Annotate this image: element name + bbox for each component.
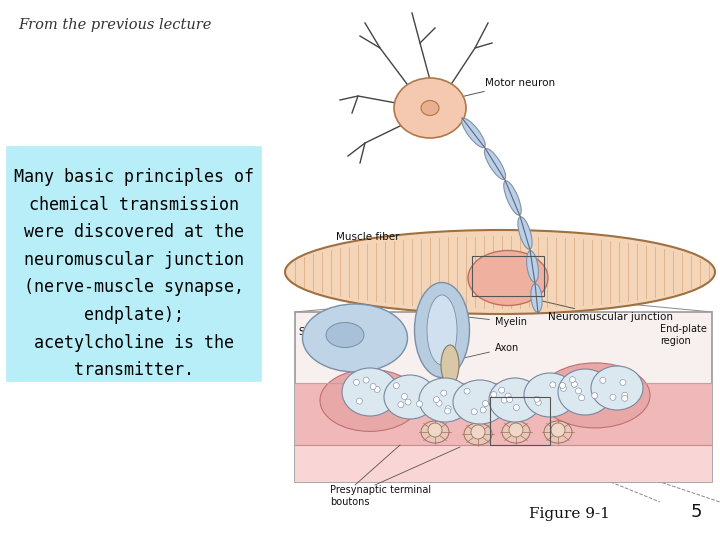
Circle shape [622, 395, 628, 401]
Ellipse shape [421, 100, 439, 116]
Bar [472, 256, 544, 296]
Text: Neuromuscular junction: Neuromuscular junction [510, 294, 673, 322]
Circle shape [592, 393, 598, 399]
Circle shape [560, 386, 567, 392]
Circle shape [550, 382, 556, 388]
Text: Presynaptic terminal
boutons: Presynaptic terminal boutons [330, 485, 431, 507]
Circle shape [505, 393, 511, 399]
Bar [6, 146, 261, 381]
Circle shape [354, 379, 359, 386]
Bar [490, 397, 550, 445]
Text: From the previous lecture: From the previous lecture [18, 18, 212, 32]
Circle shape [398, 402, 404, 408]
Circle shape [610, 394, 616, 400]
Bar [295, 444, 712, 482]
Circle shape [405, 399, 411, 405]
Ellipse shape [462, 118, 485, 147]
Circle shape [491, 392, 497, 397]
Ellipse shape [468, 251, 548, 306]
Text: endplate);: endplate); [84, 306, 184, 324]
Ellipse shape [453, 380, 507, 424]
Ellipse shape [526, 251, 539, 282]
Circle shape [393, 383, 400, 389]
Ellipse shape [489, 378, 541, 422]
Ellipse shape [419, 378, 471, 422]
Text: acetylcholine is the: acetylcholine is the [34, 334, 233, 352]
Ellipse shape [558, 369, 612, 415]
Circle shape [513, 404, 519, 410]
Text: chemical transmission: chemical transmission [29, 195, 238, 213]
Circle shape [579, 395, 585, 401]
Circle shape [416, 401, 423, 407]
Circle shape [501, 397, 507, 403]
Ellipse shape [544, 421, 572, 443]
Circle shape [402, 394, 408, 400]
Ellipse shape [471, 425, 485, 439]
Ellipse shape [394, 78, 466, 138]
Ellipse shape [326, 322, 364, 348]
Ellipse shape [428, 423, 442, 437]
Text: Schwann cell sheath: Schwann cell sheath [299, 327, 400, 337]
Circle shape [436, 400, 442, 406]
Circle shape [374, 387, 380, 393]
Text: Axon: Axon [458, 343, 519, 360]
Ellipse shape [421, 421, 449, 443]
Ellipse shape [540, 363, 650, 428]
Circle shape [433, 397, 439, 403]
Text: Many basic principles of: Many basic principles of [14, 168, 253, 186]
Ellipse shape [591, 366, 643, 410]
Circle shape [600, 377, 606, 383]
Text: transmitter.: transmitter. [73, 361, 194, 380]
Circle shape [622, 392, 628, 399]
Ellipse shape [551, 423, 565, 437]
Ellipse shape [441, 345, 459, 385]
Circle shape [620, 380, 626, 386]
Circle shape [559, 382, 566, 388]
Circle shape [464, 388, 470, 394]
Ellipse shape [509, 423, 523, 437]
Circle shape [507, 396, 513, 402]
Ellipse shape [302, 304, 408, 372]
Ellipse shape [524, 373, 576, 417]
Bar [295, 312, 712, 482]
Circle shape [572, 381, 577, 387]
Text: were discovered at the: were discovered at the [24, 223, 243, 241]
Ellipse shape [518, 217, 532, 249]
Ellipse shape [427, 295, 457, 365]
Circle shape [534, 396, 540, 402]
Ellipse shape [320, 369, 420, 431]
Circle shape [445, 406, 451, 411]
Circle shape [499, 387, 505, 393]
Circle shape [575, 388, 582, 394]
Circle shape [370, 383, 376, 389]
Text: Figure 9-1: Figure 9-1 [529, 507, 610, 521]
Bar [295, 383, 712, 482]
Circle shape [480, 407, 486, 413]
Ellipse shape [415, 282, 469, 377]
Ellipse shape [504, 181, 521, 215]
Circle shape [445, 408, 451, 414]
Text: neuromuscular junction: neuromuscular junction [24, 251, 243, 269]
Circle shape [471, 409, 477, 415]
Circle shape [363, 377, 369, 383]
Ellipse shape [502, 421, 530, 443]
Text: (nerve-muscle synapse,: (nerve-muscle synapse, [24, 279, 243, 296]
Ellipse shape [485, 148, 505, 179]
Circle shape [535, 400, 541, 406]
Text: Muscle fiber: Muscle fiber [336, 232, 400, 242]
Ellipse shape [384, 375, 436, 419]
Ellipse shape [342, 368, 398, 416]
Circle shape [482, 401, 488, 407]
Circle shape [570, 377, 575, 383]
Text: End-plate
region: End-plate region [660, 324, 707, 346]
Ellipse shape [285, 230, 715, 314]
Ellipse shape [531, 284, 542, 312]
Circle shape [441, 390, 446, 396]
Text: Motor neuron: Motor neuron [438, 78, 555, 103]
Ellipse shape [464, 423, 492, 445]
Text: Myelin: Myelin [453, 315, 527, 327]
Circle shape [356, 398, 362, 404]
Text: 5: 5 [690, 503, 702, 521]
